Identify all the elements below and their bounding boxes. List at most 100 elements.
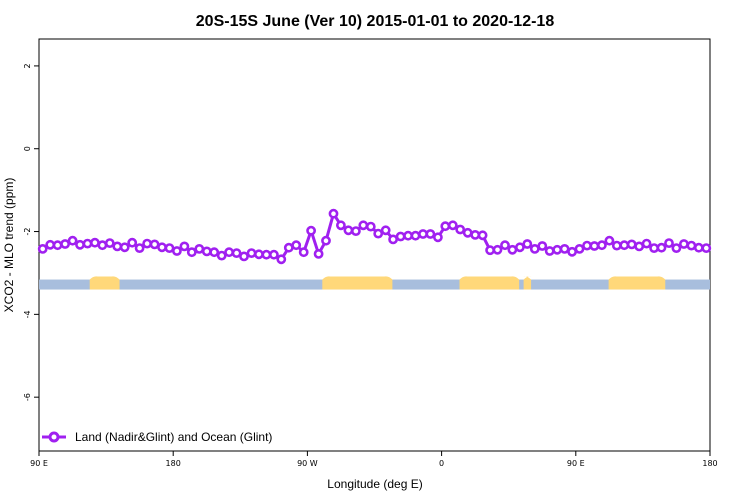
data-point: [194, 243, 205, 254]
data-point: [537, 241, 548, 251]
x-tick-label: 0: [439, 459, 444, 468]
data-point: [60, 239, 70, 249]
data-point: [604, 235, 615, 246]
data-point: [239, 251, 249, 262]
y-tick-label: 2: [23, 63, 32, 68]
data-point: [365, 221, 376, 232]
data-point: [321, 235, 331, 246]
data-point: [157, 242, 167, 253]
x-tick-label: 180: [702, 459, 717, 468]
data-point: [104, 238, 115, 248]
x-tick-label: 90 E: [567, 459, 585, 468]
data-point: [447, 220, 458, 231]
data-point: [477, 230, 488, 241]
data-point: [350, 226, 361, 236]
data-point: [261, 249, 272, 260]
data-point: [373, 228, 384, 239]
data-point: [679, 239, 689, 249]
data-point: [693, 242, 704, 253]
data-point: [82, 238, 93, 249]
data-point: [52, 240, 63, 251]
data-point: [179, 241, 190, 252]
data-point: [425, 229, 436, 239]
data-point: [552, 244, 563, 255]
data-point: [701, 243, 712, 253]
data-point: [395, 231, 406, 242]
land-band-segment: [523, 276, 532, 290]
land-band-segment: [89, 276, 120, 290]
data-point: [134, 243, 145, 253]
data-point: [171, 246, 182, 256]
data-point: [90, 237, 100, 248]
data-point: [522, 239, 533, 249]
data-point: [626, 239, 637, 250]
y-tick-label: 0: [23, 146, 32, 151]
data-point: [186, 247, 197, 258]
data-point: [224, 247, 234, 258]
data-point: [276, 254, 287, 265]
x-axis: 90 E 180 90 W 0 90 E 180: [30, 451, 718, 468]
data-point: [664, 238, 674, 248]
data-point: [611, 240, 622, 251]
data-point: [216, 250, 227, 261]
surface-band: [39, 276, 710, 290]
data-point: [641, 238, 652, 249]
data-point: [343, 225, 354, 236]
data-point: [313, 248, 324, 259]
data-point: [142, 238, 152, 249]
land-band-segment: [459, 276, 520, 290]
x-tick-label: 180: [166, 459, 181, 468]
x-tick-label: 90 W: [297, 459, 318, 468]
chart-title: 20S-15S June (Ver 10) 2015-01-01 to 2020…: [196, 13, 555, 30]
data-point: [358, 220, 369, 231]
data-point: [656, 242, 667, 253]
data-point: [231, 248, 242, 258]
legend-marker: [48, 431, 60, 443]
data-point: [410, 230, 421, 241]
data-point: [67, 235, 78, 246]
data-point: [589, 241, 600, 251]
data-point: [298, 247, 309, 258]
y-tick-label: -2: [23, 228, 32, 236]
data-point: [597, 240, 607, 251]
data-point: [574, 243, 585, 254]
data-point: [253, 249, 264, 260]
data-point: [529, 243, 540, 254]
data-point: [455, 224, 466, 235]
y-axis-label: XCO2 - MLO trend (ppm): [2, 178, 16, 313]
data-point: [559, 243, 570, 254]
data-point: [507, 244, 518, 255]
y-axis: 2 0 -2 -4 -6: [23, 63, 39, 401]
data-point: [37, 243, 48, 254]
data-point: [268, 249, 279, 260]
y-tick-label: -6: [23, 393, 32, 401]
series-layer: [37, 208, 712, 265]
legend-label: Land (Nadir&Glint) and Ocean (Glint): [75, 430, 272, 444]
data-point: [380, 225, 391, 236]
data-point: [335, 220, 346, 231]
data-point: [440, 221, 451, 232]
data-point: [246, 248, 257, 258]
legend: Land (Nadir&Glint) and Ocean (Glint): [42, 430, 272, 444]
y-tick-label: -4: [23, 310, 32, 318]
land-band-segment: [322, 276, 393, 290]
data-point: [201, 246, 212, 257]
data-point: [462, 227, 473, 238]
data-point: [500, 240, 510, 251]
data-point: [328, 208, 339, 219]
data-point: [515, 242, 525, 253]
data-point: [209, 247, 220, 258]
data-point: [112, 241, 123, 252]
data-point: [671, 243, 682, 253]
land-band-segment: [608, 276, 666, 290]
data-point: [291, 240, 302, 251]
data-point: [619, 240, 630, 251]
data-point: [306, 225, 316, 236]
data-point: [544, 246, 555, 256]
data-point: [119, 242, 130, 253]
data-point: [75, 239, 85, 250]
data-point: [432, 232, 443, 243]
data-point: [492, 244, 503, 255]
x-tick-label: 90 E: [30, 459, 48, 468]
